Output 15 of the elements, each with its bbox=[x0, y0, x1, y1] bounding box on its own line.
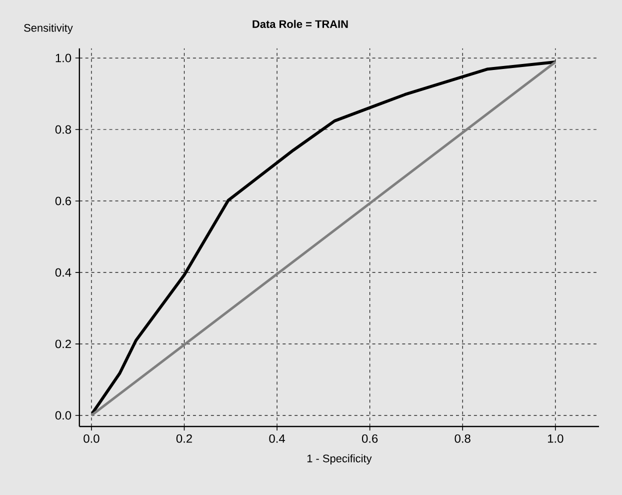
x-tick-label: 0.6 bbox=[362, 434, 378, 443]
x-tick-label: 0.8 bbox=[454, 434, 470, 443]
x-tick-label: 0.4 bbox=[269, 434, 285, 443]
y-tick-label: 0.2 bbox=[55, 340, 71, 348]
y-tick-label: 0.6 bbox=[55, 196, 72, 206]
y-tick-label: 0.4 bbox=[55, 268, 72, 277]
y-tick-label: 0.8 bbox=[55, 125, 72, 134]
x-tick-label: 0.0 bbox=[84, 434, 100, 443]
y-axis-title: Sensitivity bbox=[24, 24, 73, 34]
x-tick-label: 1.0 bbox=[548, 434, 564, 443]
y-tick-label: 0.0 bbox=[55, 411, 72, 420]
x-axis-title: 1 - Specificity bbox=[307, 454, 372, 465]
y-tick-label: 1.0 bbox=[56, 54, 72, 62]
chart-title: Data Role = TRAIN bbox=[252, 20, 348, 28]
x-tick-label: 0.2 bbox=[176, 434, 192, 443]
